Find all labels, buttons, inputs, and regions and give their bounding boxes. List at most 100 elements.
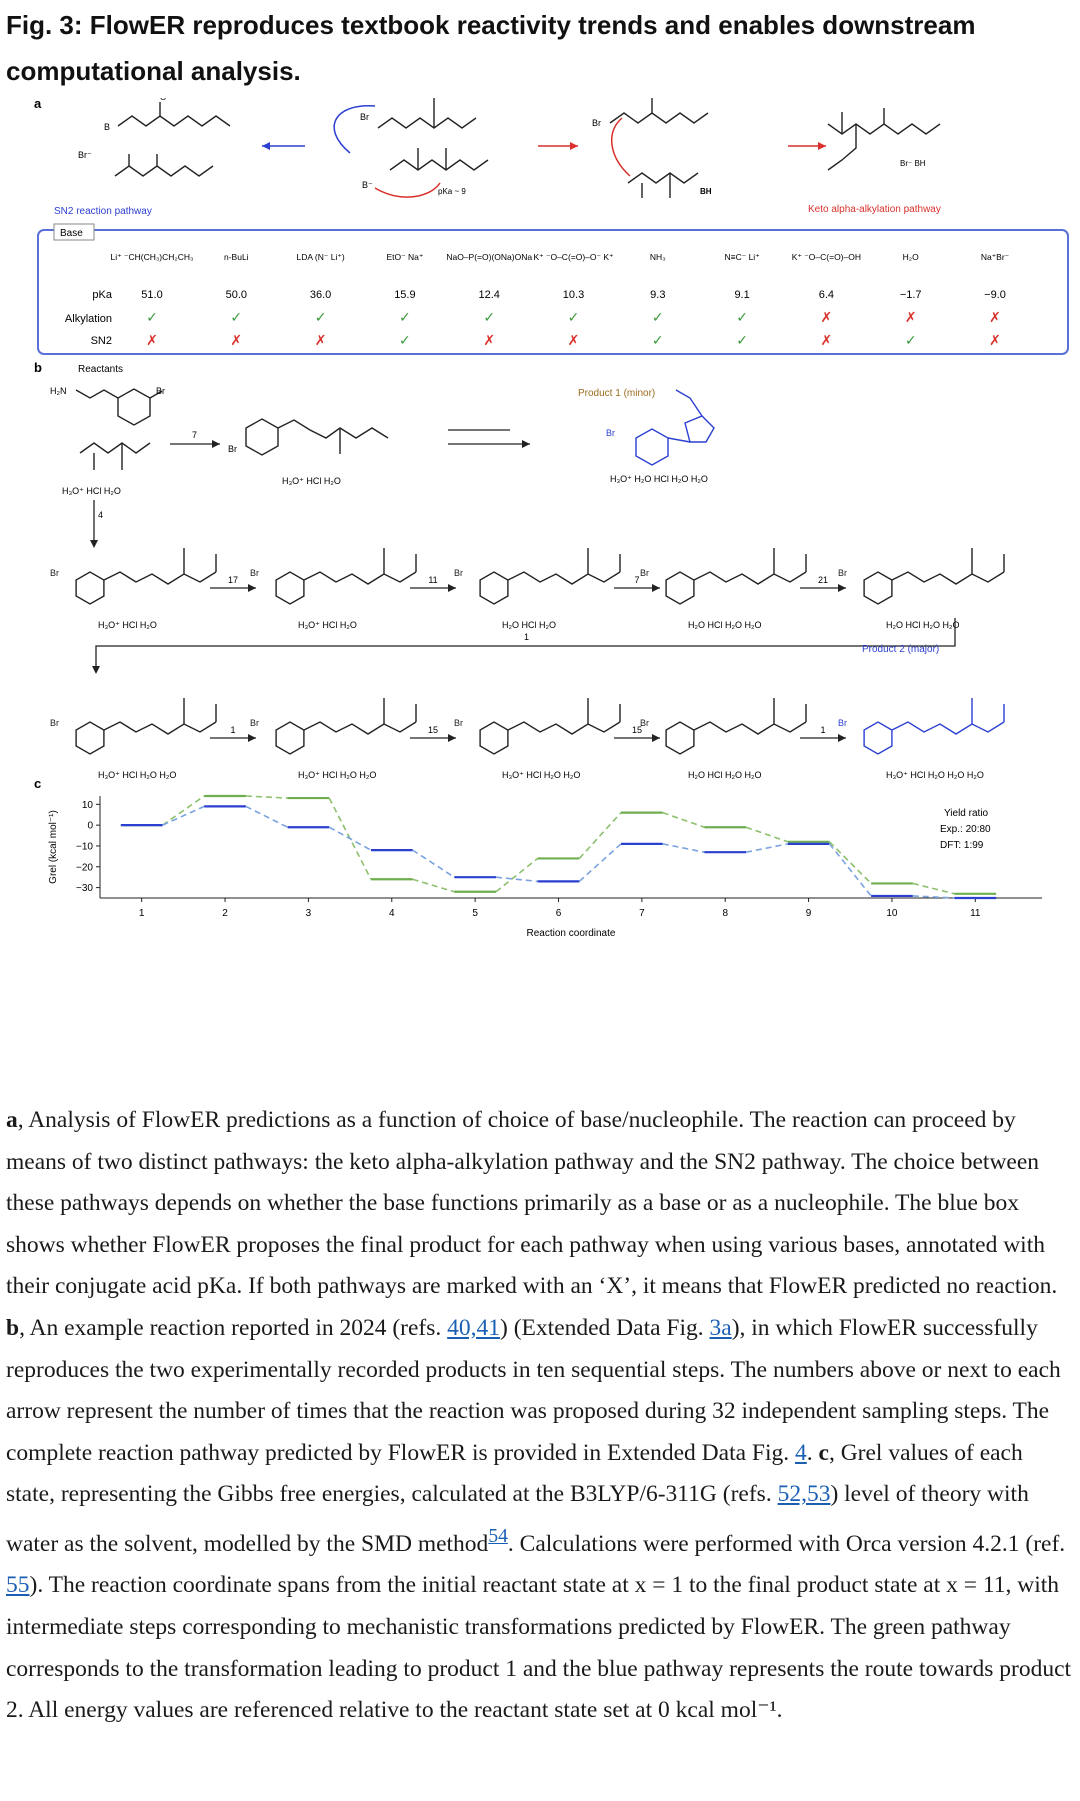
base-structure-label: NaO–P(=O)(ONa)ONa	[446, 252, 532, 262]
step-arrow-count: 1	[230, 725, 235, 735]
sn2-product-structure	[114, 102, 231, 177]
y-axis-label: Grel (kcal mol⁻¹)	[48, 810, 59, 884]
alkylation-mark: ✗	[989, 309, 1001, 325]
alkylation-mark: ✓	[146, 309, 158, 325]
panel-a-label: a	[34, 98, 42, 111]
caption-ref-fig4[interactable]: 4	[795, 1439, 807, 1466]
alkylation-mark: ✗	[821, 309, 833, 325]
enolate-br-label: Br	[592, 118, 601, 128]
energy-connector	[245, 795, 288, 799]
y-tick-label: −30	[76, 883, 93, 894]
caption-b-text-3: ), in which FlowER successfully reproduc…	[6, 1314, 1061, 1466]
energy-connector	[412, 878, 455, 893]
intermediate-spectators: H₃O⁺ HCl H₂O H₂O	[298, 770, 376, 780]
alkylation-mark: ✓	[315, 309, 327, 325]
enolate-structure	[609, 98, 709, 198]
arrowhead-down	[90, 540, 98, 548]
energy-connector	[162, 795, 205, 826]
intermediate-structure	[275, 698, 417, 755]
sn2-arrowhead	[262, 142, 270, 150]
caption-ref-fig3a[interactable]: 3a	[709, 1314, 732, 1341]
step-arrow-count: 11	[428, 575, 437, 585]
y-tick-label: 10	[82, 800, 94, 811]
base-pka-value: 36.0	[310, 289, 331, 301]
base-structure-label: H₂O	[903, 252, 919, 262]
x-tick-label: 3	[306, 908, 312, 919]
base-columns: Li⁺ ⁻CH(CH₃)CH₂CH₃51.0✓✗n-BuLi50.0✓✗LDA …	[111, 252, 1010, 348]
p1-br: Br	[606, 428, 615, 438]
reactant-structures	[75, 388, 163, 470]
x-tick-label: 2	[222, 908, 228, 919]
x-tick-label: 1	[139, 908, 145, 919]
base-column: N≡C⁻ Li⁺ 9.1 ✓ ✓	[725, 252, 760, 348]
intermediate-spectators: H₃O⁺ HCl H₂O	[98, 620, 157, 630]
turn-arrow	[95, 618, 956, 670]
caption-c-text-1: , Grel values of each state, representin…	[6, 1439, 1023, 1508]
energy-connector	[828, 843, 872, 897]
sn2-mark: ✓	[399, 332, 411, 348]
caption-ref-55[interactable]: 55	[6, 1572, 30, 1599]
p1-spectators: H₃O⁺ H₂O HCl H₂O H₂O	[610, 474, 708, 484]
step-arrowhead	[248, 584, 256, 592]
r-h2n: H₂N	[50, 386, 67, 396]
y-tick-label: −20	[76, 862, 93, 873]
intermediate-structure	[275, 548, 417, 605]
energy-connector	[828, 841, 872, 884]
base-column: NaO–P(=O)(ONa)ONa 12.4 ✓ ✗	[446, 252, 532, 348]
x-tick-label: 5	[472, 908, 478, 919]
energy-connector	[662, 843, 705, 853]
intermediate-structure	[863, 548, 1005, 605]
base-header-box	[53, 223, 95, 241]
intermediate-br: Br	[50, 568, 59, 578]
arrow-count-down: 4	[98, 510, 103, 520]
base-column: NH₃ 9.3 ✓ ✓	[650, 252, 666, 348]
caption-ref-54[interactable]: 54	[488, 1525, 508, 1547]
base-pka-value: 9.3	[650, 289, 665, 301]
intermediate-structure	[863, 698, 1005, 755]
intermediate-br: Br	[454, 568, 463, 578]
curved-arrow-blue	[333, 105, 376, 154]
sn2-mark: ✓	[736, 332, 748, 348]
row-label-pka: pKa	[92, 289, 112, 301]
alkylation-mark: ✓	[736, 309, 748, 325]
sn2-mark: ✓	[652, 332, 664, 348]
base-structure-label: K⁺ ⁻O–C(=O)–OH	[792, 252, 861, 262]
intermediate-spectators: H₂O HCl H₂O	[502, 620, 556, 630]
energy-connector	[162, 805, 205, 826]
intermediate-structure	[75, 548, 217, 605]
step-arrowhead	[652, 584, 660, 592]
base-pka-value: 51.0	[141, 289, 162, 301]
caption-ref-52-53[interactable]: 52,53	[777, 1481, 831, 1508]
intermediate-structure	[479, 698, 621, 755]
base-pka-value: 12.4	[478, 289, 499, 301]
intermediate-spectators: H₃O⁺ HCl H₂O H₂O	[98, 770, 176, 780]
base-column: H₂O −1.7 ✗ ✓	[900, 252, 922, 348]
row3-intermediates: Br H₃O⁺ HCl H₂O H₂O Br H₃O⁺ HCl H₂O H₂O Br H₃…	[50, 698, 1005, 780]
caption-a-text: , Analysis of FlowER predictions as a fu…	[6, 1107, 1058, 1300]
base-pka-value: −1.7	[900, 289, 922, 301]
x-tick-label: 10	[886, 908, 898, 919]
intermediate-spectators: H₂O HCl H₂O H₂O	[688, 770, 761, 780]
alkylation-mark: ✓	[399, 309, 411, 325]
energy-connector	[412, 849, 455, 878]
keto-arrowhead-1	[570, 142, 578, 150]
base-structure-label: Na⁺Br⁻	[981, 252, 1009, 262]
sn2-bromide-label: Br⁻	[78, 150, 92, 160]
keto-pathway-label: Keto alpha-alkylation pathway	[808, 204, 941, 215]
caption-a-label: a	[6, 1107, 18, 1133]
pka-note: pKa ~ 9	[438, 187, 466, 196]
base-column: Na⁺Br⁻ −9.0 ✗ ✗	[981, 252, 1009, 348]
caption-b-text-2: ) (Extended Data Fig.	[500, 1314, 710, 1341]
energy-connector	[912, 895, 955, 899]
intermediate-structure	[479, 548, 621, 605]
turn-arrowhead	[92, 666, 100, 674]
product2-label: Product 2 (major)	[862, 644, 939, 655]
keto-arrowhead-2	[818, 142, 826, 150]
caption-ref-40-41[interactable]: 40,41	[447, 1314, 501, 1341]
base-structure-label: EtO⁻ Na⁺	[386, 252, 423, 262]
base-structure-label: LDA (N⁻ Li⁺)	[297, 252, 345, 262]
keto-product-structure	[827, 108, 941, 171]
arrow-count-turn: 1	[524, 632, 529, 642]
step-arrow-count: 15	[428, 725, 438, 735]
r0-spectators: H₃O⁺ HCl H₂O	[62, 486, 121, 496]
